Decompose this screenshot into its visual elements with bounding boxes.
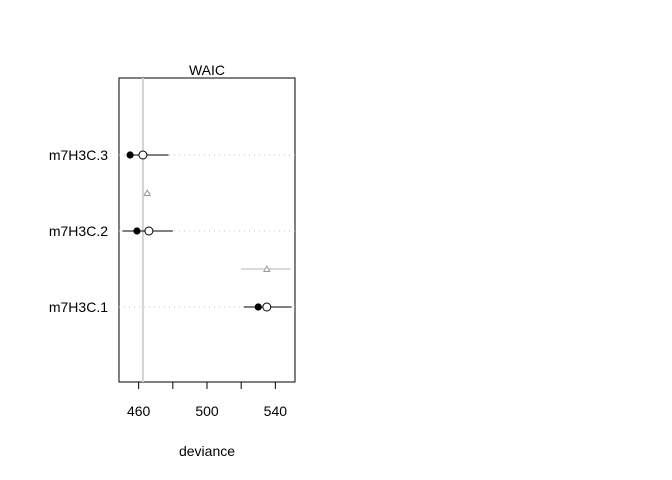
model-label: m7H3C.3 — [49, 147, 108, 163]
x-axis-label: deviance — [179, 443, 235, 459]
model-label: m7H3C.2 — [49, 223, 108, 239]
dwaic-point — [262, 264, 271, 272]
x-tick-label: 540 — [264, 403, 288, 419]
model-label: m7H3C.1 — [49, 299, 108, 315]
dwaic-point — [143, 188, 152, 196]
waic-point — [262, 302, 272, 312]
in-sample-point — [254, 303, 262, 311]
in-sample-point — [133, 227, 141, 235]
waic-point — [144, 226, 154, 236]
x-tick-label: 460 — [127, 403, 151, 419]
x-tick-label: 500 — [195, 403, 219, 419]
waic-point — [138, 150, 148, 160]
chart-title: WAIC — [189, 62, 225, 78]
in-sample-point — [126, 151, 134, 159]
